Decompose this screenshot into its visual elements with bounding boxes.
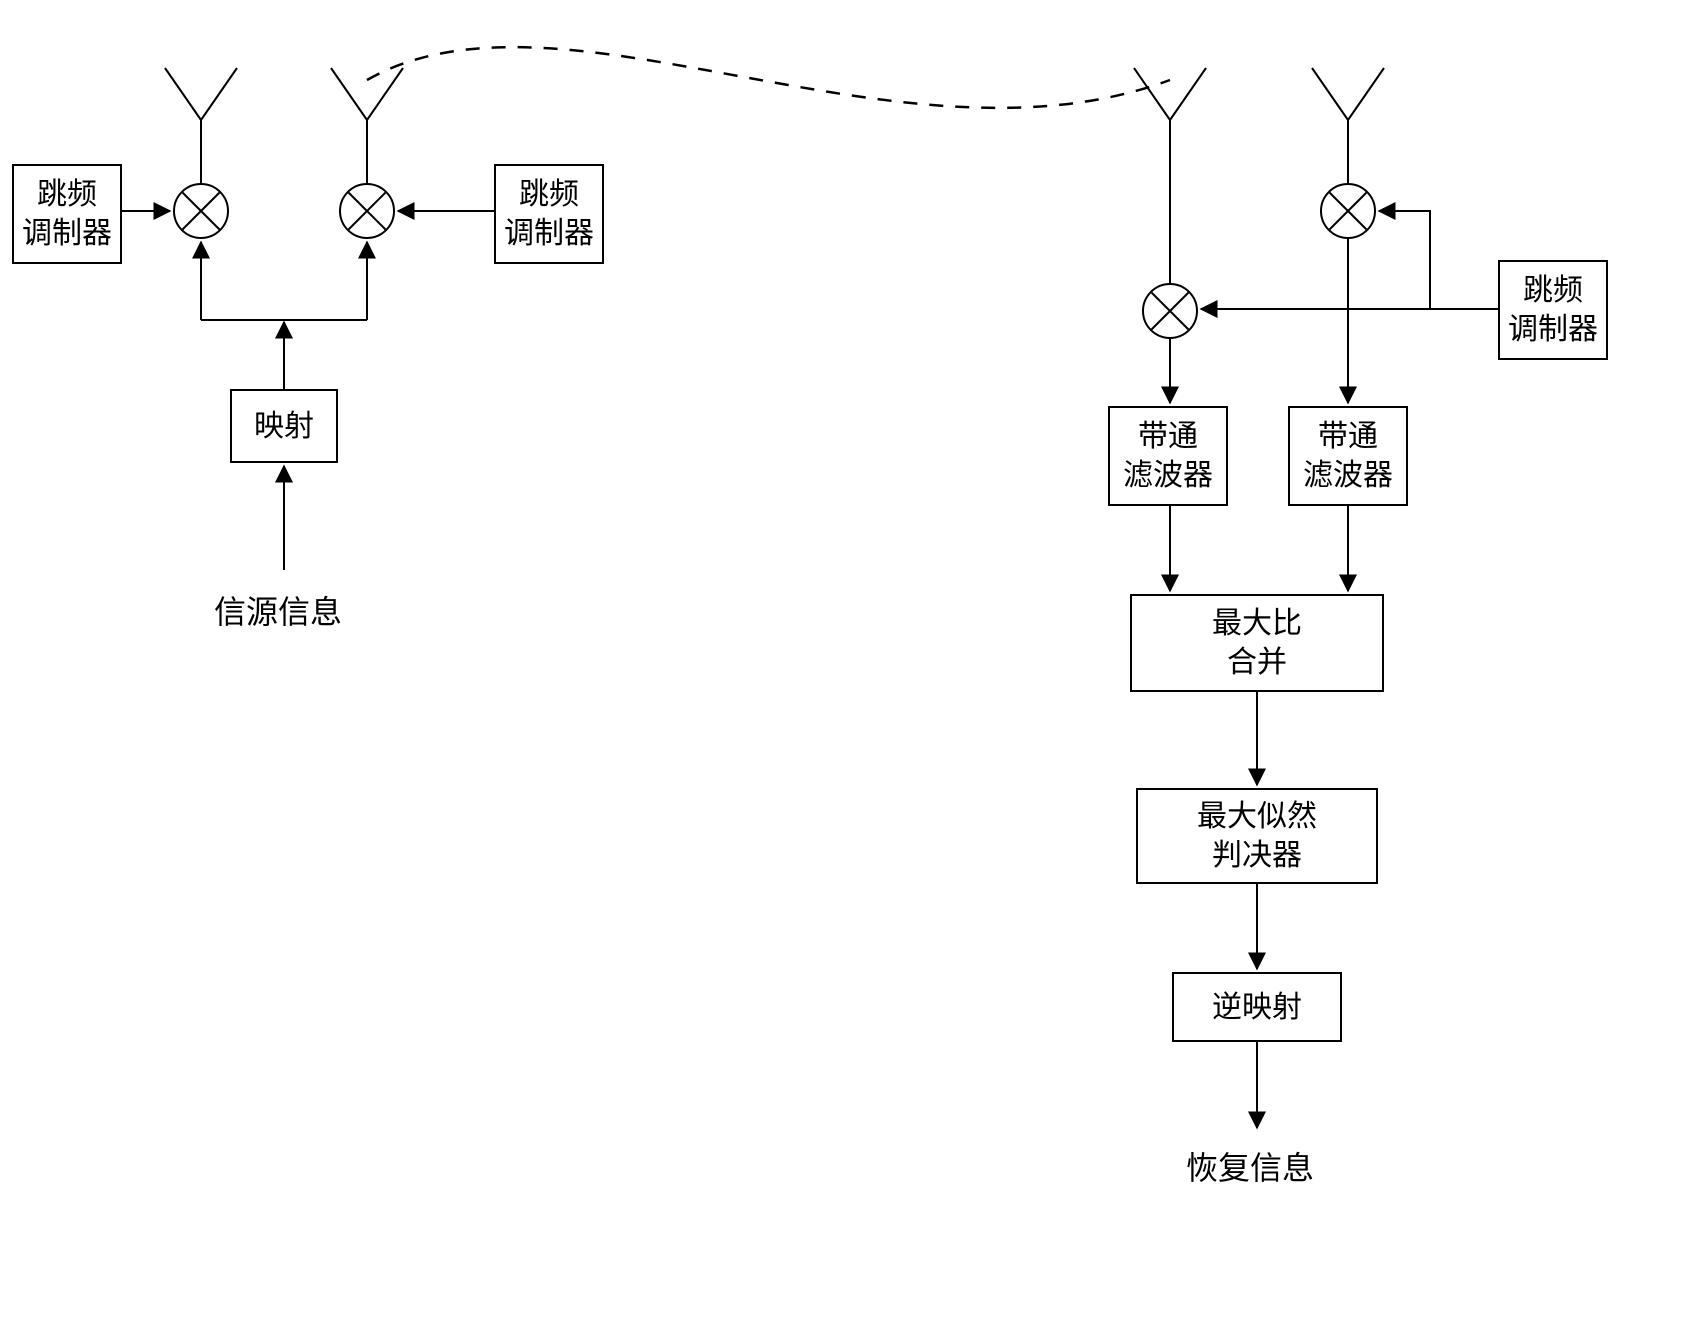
recover-info-label: 恢复信息 bbox=[1186, 1148, 1314, 1190]
tx-antenna-right-icon bbox=[331, 68, 403, 183]
rx-combiner: 最大比合并 bbox=[1130, 594, 1384, 692]
rx-decider: 最大似然判决器 bbox=[1136, 788, 1378, 884]
rx-demap: 逆映射 bbox=[1172, 972, 1342, 1042]
rx-mixer-top-icon bbox=[1320, 183, 1376, 239]
diagram-canvas: 跳频调制器 跳频调制器 映射 信源信息 跳频调制器 带通滤波器 带通滤波器 最大… bbox=[0, 0, 1692, 1332]
tx-modulator-right-label: 跳频调制器 bbox=[504, 175, 594, 253]
rx-decider-label: 最大似然判决器 bbox=[1197, 797, 1317, 875]
rx-filter-left-label: 带通滤波器 bbox=[1123, 417, 1213, 495]
rx-combiner-label: 最大比合并 bbox=[1212, 604, 1302, 682]
rx-filter-right: 带通滤波器 bbox=[1288, 406, 1408, 506]
tx-map-box: 映射 bbox=[230, 389, 338, 463]
rx-modulator: 跳频调制器 bbox=[1498, 260, 1608, 360]
tx-modulator-right: 跳频调制器 bbox=[494, 164, 604, 264]
tx-modulator-left-label: 跳频调制器 bbox=[22, 175, 112, 253]
tx-map-label: 映射 bbox=[254, 407, 314, 446]
rx-mod-to-mixTop bbox=[1379, 211, 1498, 309]
rx-antenna-left-icon bbox=[1134, 68, 1206, 283]
rx-filter-right-label: 带通滤波器 bbox=[1303, 417, 1393, 495]
source-info-label: 信源信息 bbox=[214, 592, 342, 634]
wireless-link-dashed bbox=[367, 47, 1170, 108]
rx-mixer-lower-icon bbox=[1142, 283, 1198, 339]
tx-modulator-left: 跳频调制器 bbox=[12, 164, 122, 264]
tx-mixer-left-icon bbox=[173, 183, 229, 239]
rx-filter-left: 带通滤波器 bbox=[1108, 406, 1228, 506]
rx-demap-label: 逆映射 bbox=[1212, 988, 1302, 1027]
rx-modulator-label: 跳频调制器 bbox=[1508, 271, 1598, 349]
tx-antenna-left-icon bbox=[165, 68, 237, 183]
rx-antenna-right-icon bbox=[1312, 68, 1384, 183]
tx-mixer-right-icon bbox=[339, 183, 395, 239]
connections-overlay bbox=[0, 0, 1692, 1332]
